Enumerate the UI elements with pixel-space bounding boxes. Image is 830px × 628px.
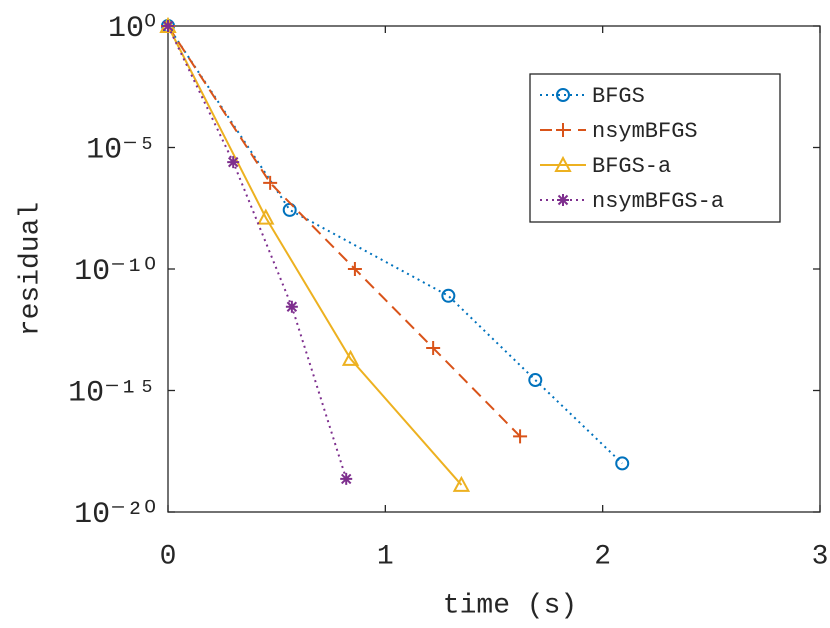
data-point (257, 208, 275, 225)
data-point (263, 175, 278, 190)
data-point (452, 475, 471, 492)
legend-marker (554, 155, 572, 172)
legend-label: nsymBFGS (592, 119, 698, 144)
legend-label: nsymBFGS-a (592, 189, 724, 214)
data-point (347, 262, 362, 276)
legend-marker (556, 123, 570, 137)
y-tick-label: 10⁻¹⁵ (68, 376, 156, 410)
x-axis-label: time (s) (443, 590, 577, 621)
legend-label: BFGS (592, 84, 645, 109)
data-point (528, 373, 543, 388)
data-point (340, 472, 353, 485)
y-tick-label: 10⁰ (108, 12, 156, 46)
data-point (426, 341, 441, 356)
legend-label: BFGS-a (592, 154, 671, 179)
y-axis-label: residual (15, 202, 46, 336)
legend-marker (556, 88, 570, 102)
data-point (227, 156, 240, 169)
legend-box (529, 73, 781, 223)
data-point (285, 300, 298, 313)
y-tick-label: 10⁻¹⁰ (74, 255, 156, 289)
series-line (167, 25, 463, 486)
data-point (441, 288, 456, 303)
legend: BFGS nsymBFGS BFGS-a nsymBFGS-a (529, 73, 781, 223)
y-tick-label: 10⁻²⁰ (74, 498, 156, 532)
data-point (615, 456, 630, 471)
x-tick-label: 2 (594, 541, 611, 572)
y-tick-label: 10⁻⁵ (86, 133, 156, 167)
x-tick-label: 1 (377, 541, 394, 572)
x-tick-label: 3 (812, 541, 829, 572)
series-line (167, 25, 348, 480)
data-point (341, 349, 360, 366)
data-point (513, 429, 528, 444)
x-tick-label: 0 (160, 541, 177, 572)
legend-marker (557, 194, 569, 206)
data-point (162, 20, 174, 32)
